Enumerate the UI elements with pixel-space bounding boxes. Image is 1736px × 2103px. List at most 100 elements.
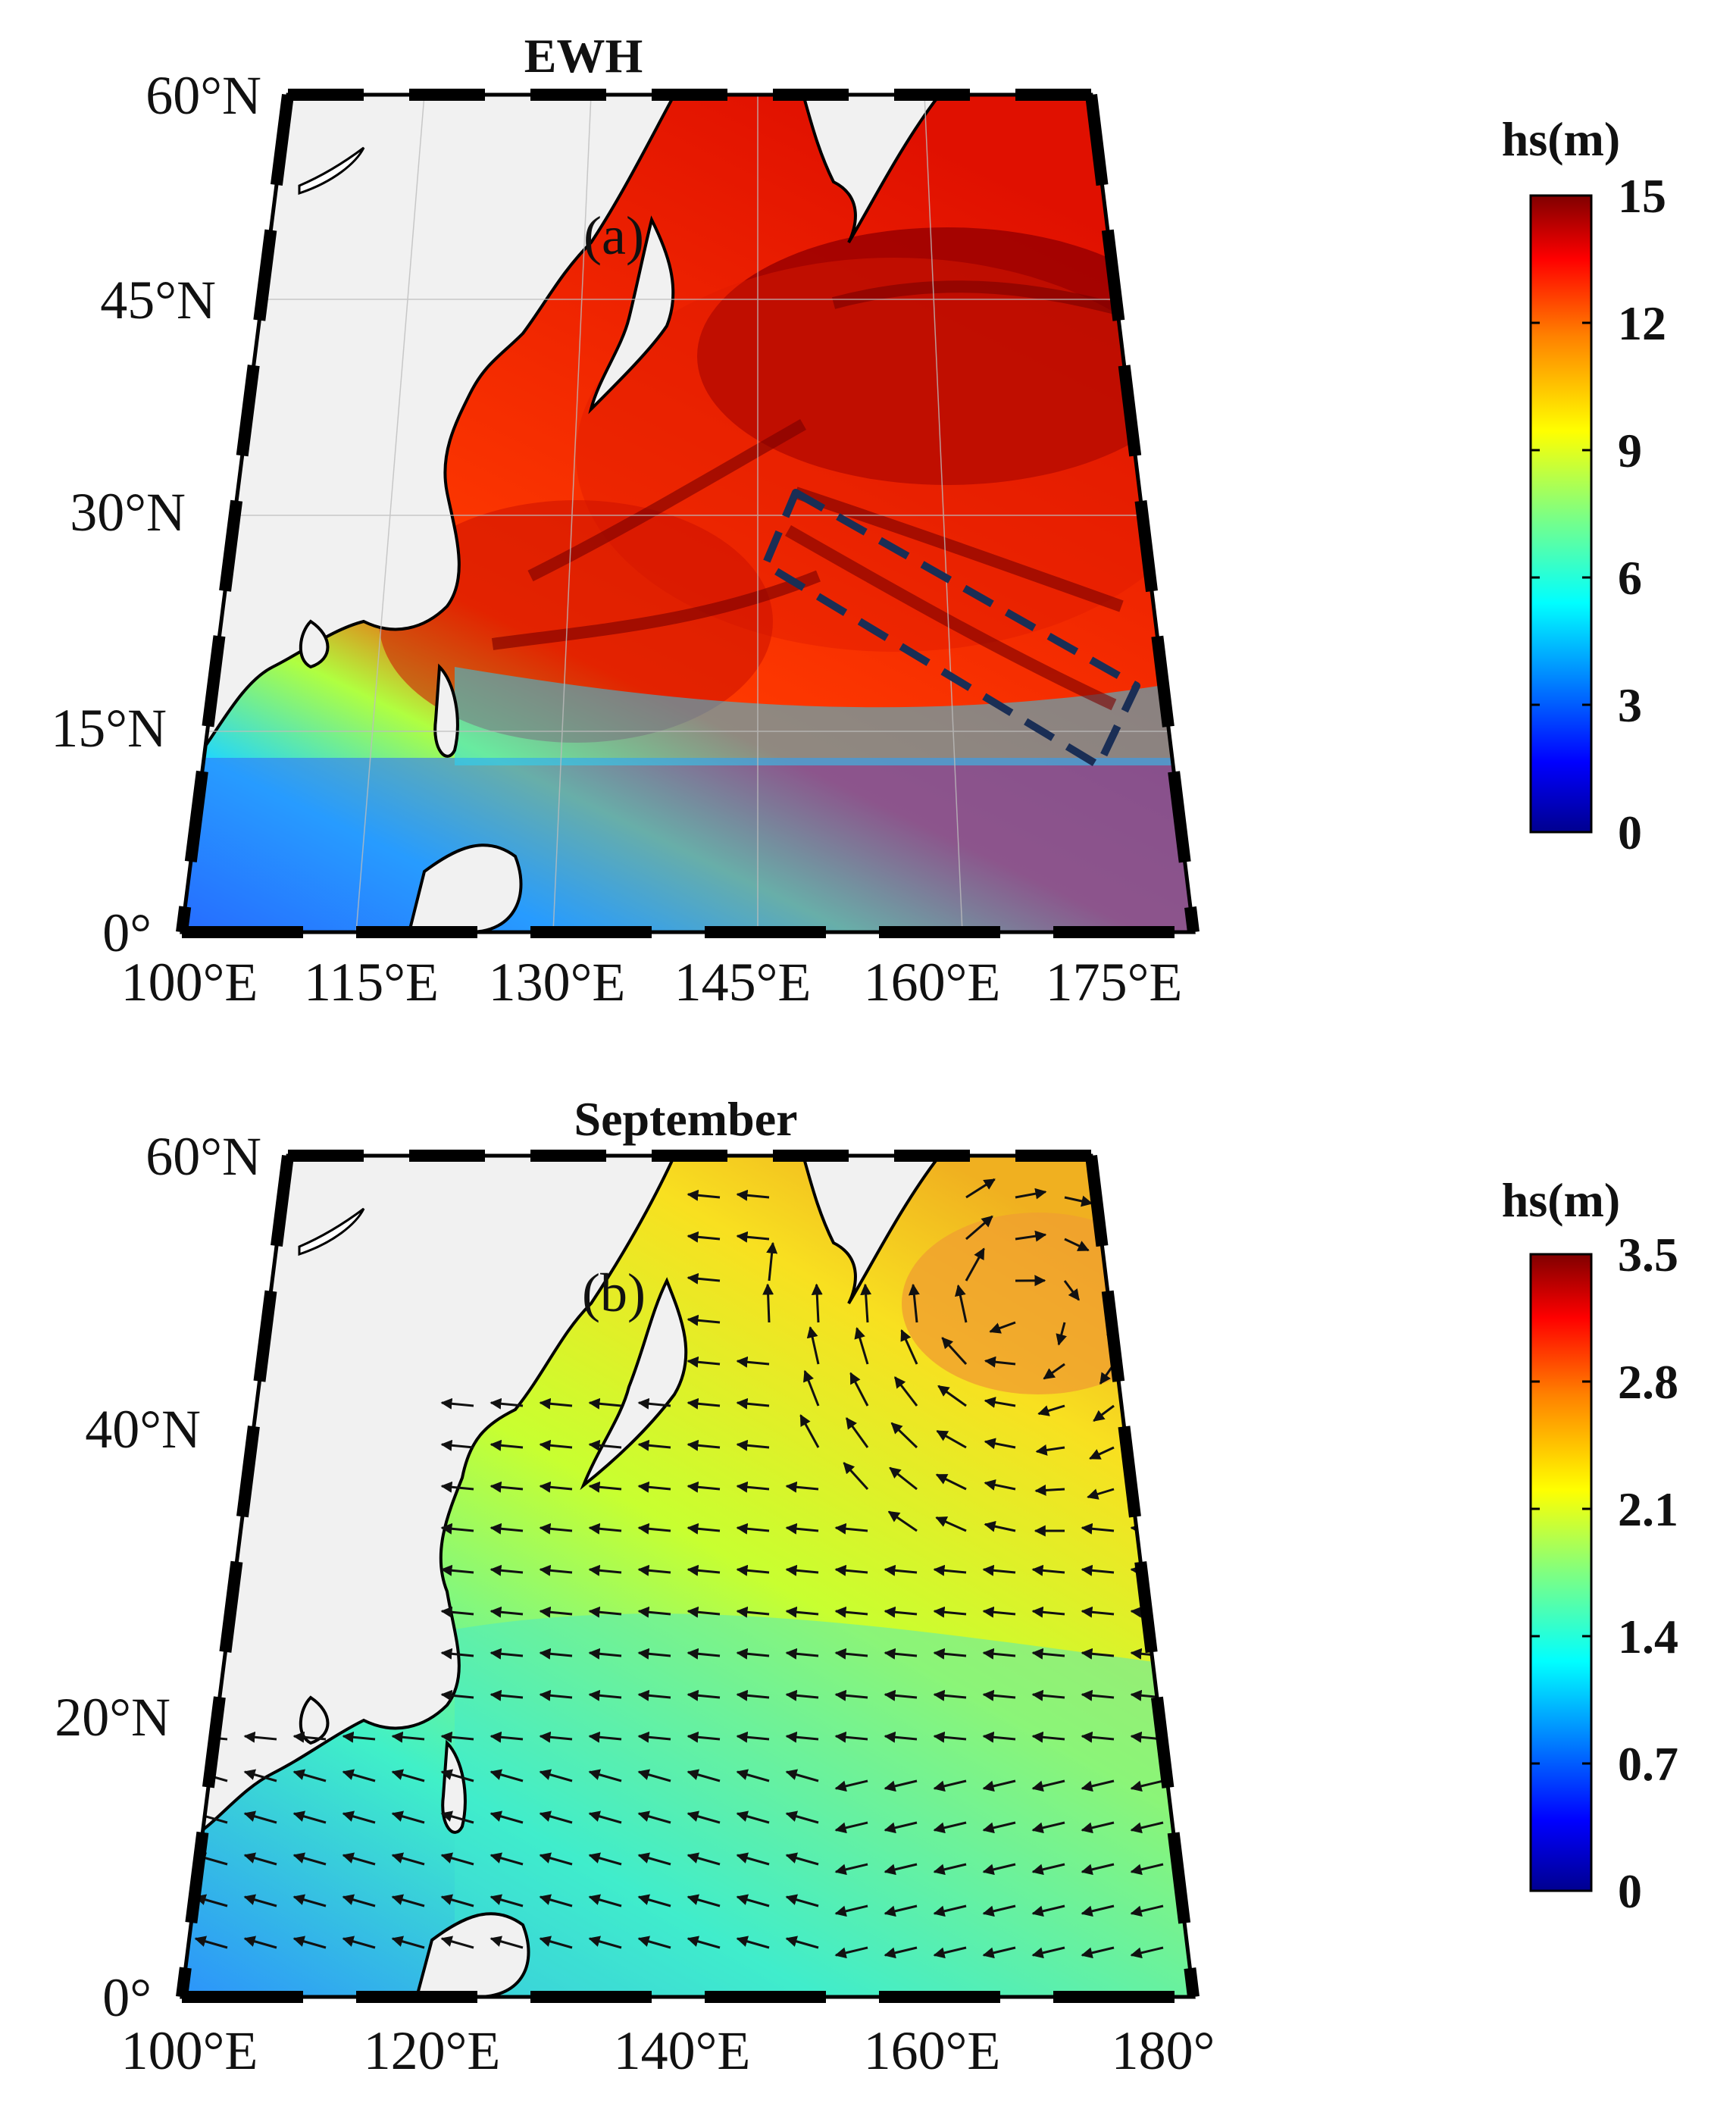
panel-a-colorbar-title: hs(m) — [1502, 112, 1620, 166]
panel-a-colorbar — [1529, 194, 1593, 834]
wave-vector — [687, 1810, 721, 1824]
wave-vector — [391, 1769, 425, 1782]
wave-vector — [391, 1894, 425, 1907]
wave-vector — [834, 1648, 868, 1660]
wave-vector — [687, 1606, 721, 1618]
wave-vector — [834, 1863, 868, 1876]
wave-vector — [1130, 1863, 1164, 1876]
wave-vector — [637, 1522, 671, 1535]
wave-vector — [1015, 1230, 1047, 1242]
wave-vector — [766, 1241, 778, 1282]
wave-vector — [834, 1522, 868, 1535]
wave-vector — [440, 1481, 474, 1493]
panel-b-wave-vectors — [194, 1178, 1182, 1959]
wave-vector — [490, 1731, 524, 1743]
wave-vector — [1081, 1689, 1115, 1701]
wave-vector — [1064, 1238, 1090, 1252]
wave-vector — [1081, 1863, 1115, 1876]
wave-vector — [933, 1648, 967, 1660]
wave-vector — [292, 1894, 327, 1907]
wave-vector — [687, 1314, 721, 1326]
panel-a-lat-tick: 45°N — [100, 270, 216, 330]
wave-vector — [834, 1564, 868, 1576]
wave-vector — [933, 1731, 967, 1743]
wave-vector — [736, 1397, 770, 1410]
wave-vector — [342, 1769, 376, 1782]
wave-vector — [984, 1397, 1016, 1408]
panel-b-lon-tick: 180° — [1112, 2020, 1215, 2081]
wave-vector — [490, 1481, 524, 1493]
wave-vector — [887, 1510, 918, 1532]
wave-vector — [834, 1779, 868, 1792]
wave-vector — [982, 1904, 1016, 1917]
panel-a-lon-tick: 130°E — [489, 952, 626, 1012]
wave-vector — [736, 1231, 770, 1243]
wave-vector — [440, 1439, 474, 1451]
wave-vector — [1031, 1946, 1065, 1959]
wave-vector — [588, 1439, 622, 1451]
wave-vector — [637, 1564, 671, 1576]
wave-vector — [937, 1385, 967, 1407]
wave-vector — [588, 1606, 622, 1618]
wave-vector — [1031, 1606, 1065, 1618]
wave-vector — [1146, 1405, 1165, 1425]
wave-vector — [736, 1189, 770, 1201]
wave-vector — [1152, 1363, 1165, 1387]
wave-vector — [936, 1429, 967, 1449]
wave-vector — [588, 1936, 622, 1949]
wave-vector — [342, 1936, 376, 1949]
wave-vector — [539, 1481, 573, 1493]
wave-vector — [687, 1397, 721, 1410]
wave-vector — [982, 1946, 1016, 1959]
wave-vector — [539, 1769, 573, 1782]
wave-vector — [687, 1894, 721, 1907]
wave-vector — [1130, 1904, 1164, 1917]
wave-vector — [440, 1648, 474, 1660]
wave-vector — [785, 1936, 819, 1949]
wave-vector — [1162, 1196, 1182, 1216]
panel-a-lat-tick: 60°N — [145, 65, 261, 126]
wave-vector — [539, 1606, 573, 1618]
wave-vector — [1087, 1488, 1115, 1500]
wave-vector — [736, 1731, 770, 1743]
panel-a-high-wave-core — [697, 227, 1193, 485]
wave-vector — [1081, 1821, 1115, 1834]
wave-vector — [490, 1936, 524, 1949]
panel-b-colorbar-tick: 0.7 — [1618, 1737, 1678, 1791]
wave-vector — [984, 1520, 1016, 1532]
panel-b-lat-tick: 40°N — [85, 1399, 201, 1460]
wave-vector — [845, 1417, 869, 1448]
wave-vector — [440, 1397, 474, 1410]
wave-vector — [687, 1189, 721, 1201]
wave-vector — [1056, 1322, 1067, 1346]
wave-vector — [637, 1852, 671, 1866]
panel-b-title: September — [574, 1092, 797, 1146]
wave-vector — [292, 1810, 327, 1824]
wave-vector — [243, 1769, 277, 1782]
wave-vector — [933, 1689, 967, 1701]
panel-a-colorbar-tick: 0 — [1618, 806, 1642, 859]
wave-vector — [884, 1779, 918, 1792]
panel-a-lon-tick: 175°E — [1046, 952, 1183, 1012]
wave-vector — [989, 1321, 1016, 1334]
wave-vector — [860, 1283, 872, 1323]
wave-vector — [342, 1731, 376, 1743]
wave-vector — [884, 1606, 918, 1618]
wave-vector — [1081, 1522, 1115, 1535]
wave-vector — [1113, 1196, 1137, 1212]
wave-vector — [900, 1329, 918, 1365]
wave-vector — [440, 1936, 474, 1949]
wave-vector — [884, 1731, 918, 1743]
wave-vector — [1089, 1446, 1115, 1460]
wave-vector — [884, 1564, 918, 1576]
panel-b-colorbar-tick: 2.8 — [1618, 1355, 1678, 1409]
wave-vector — [490, 1689, 524, 1701]
wave-vector — [539, 1810, 573, 1824]
wave-vector — [588, 1689, 622, 1701]
wave-vector — [490, 1894, 524, 1907]
wave-vector — [933, 1606, 967, 1618]
wave-vector — [1031, 1689, 1065, 1701]
wave-vector — [539, 1439, 573, 1451]
wave-vector — [965, 1178, 996, 1199]
wave-vector — [884, 1904, 918, 1917]
